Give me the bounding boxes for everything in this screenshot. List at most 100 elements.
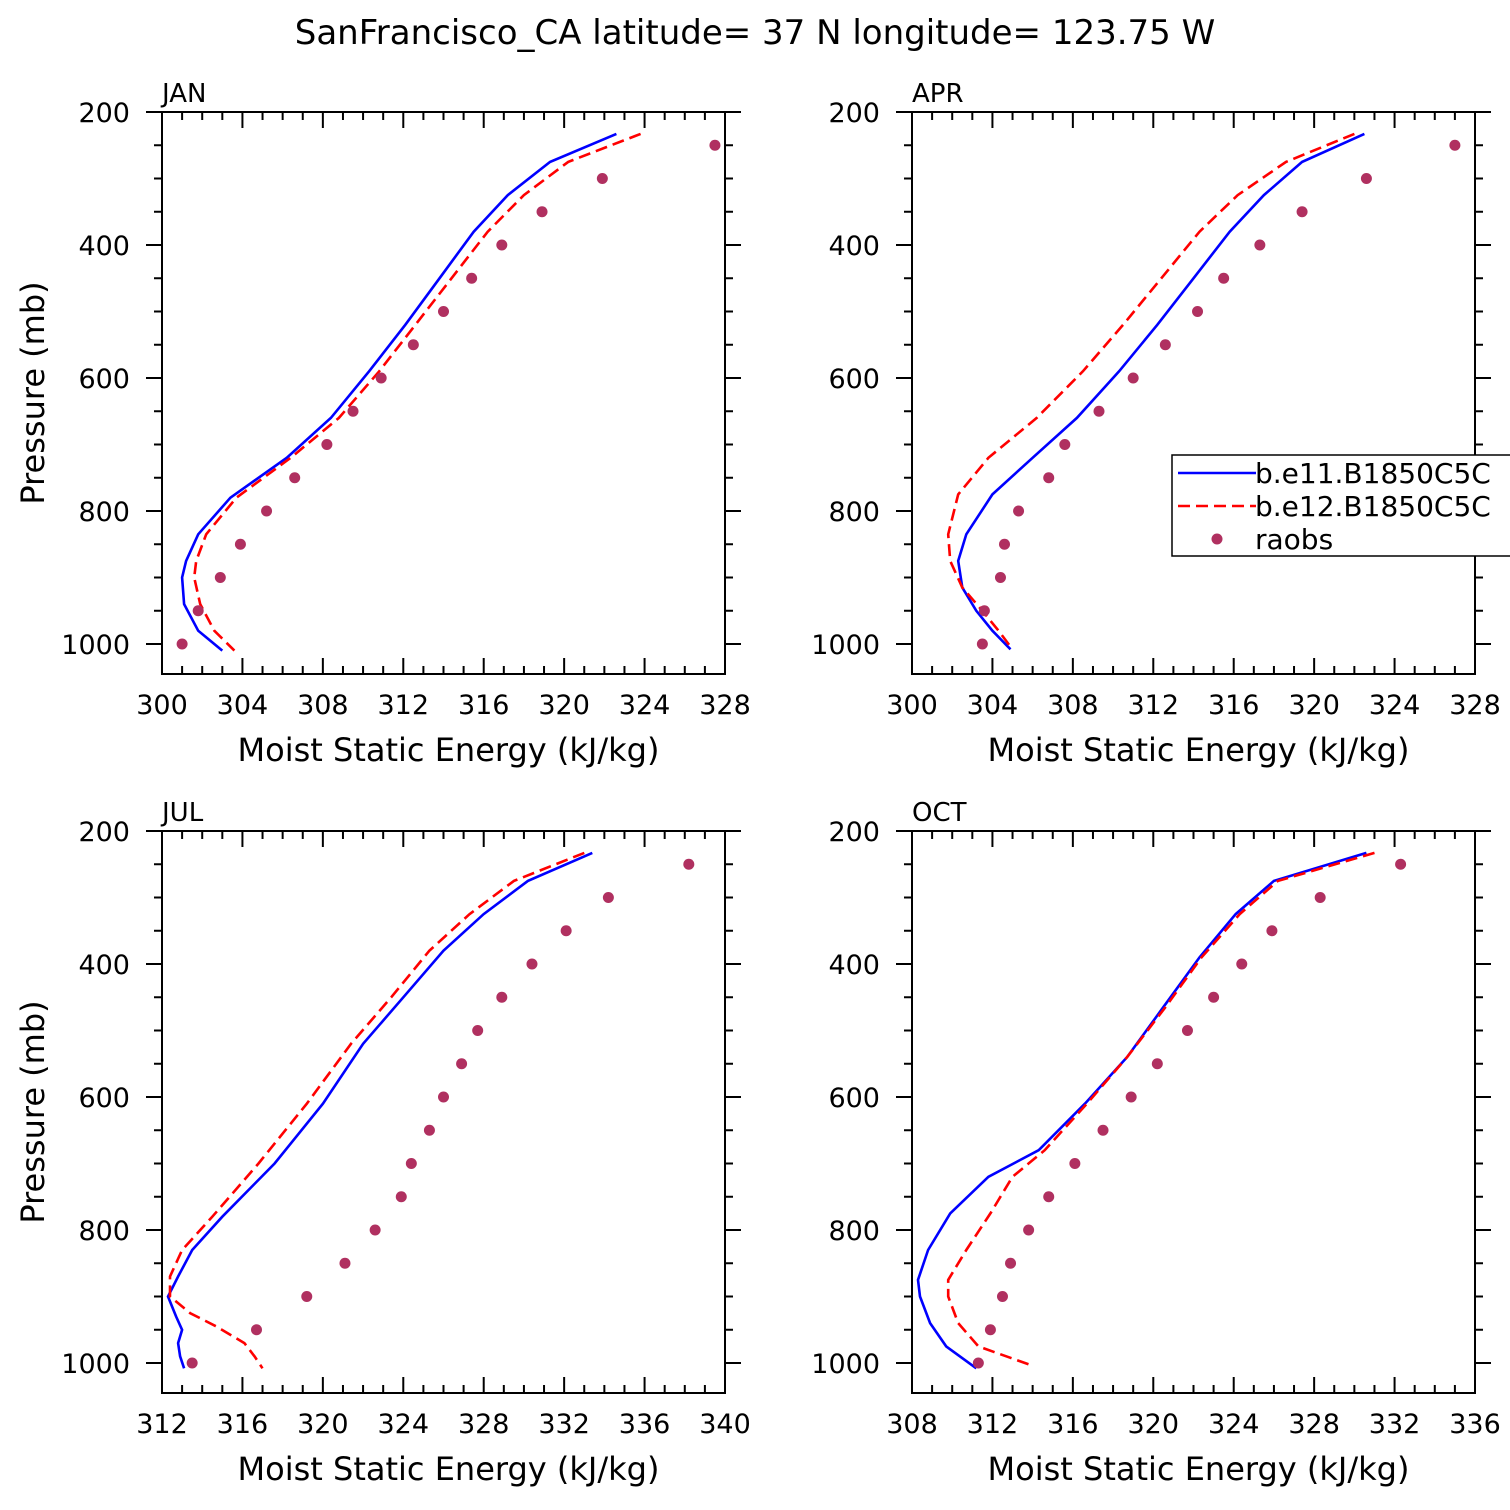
x-tick-label: 316 <box>458 690 510 721</box>
raobs-point <box>395 1191 407 1203</box>
series-line-b-e12 <box>946 132 1355 651</box>
legend-label: b.e12.B1850C5C <box>1255 490 1491 523</box>
raobs-point <box>560 925 572 937</box>
raobs-point <box>1314 892 1326 903</box>
series-line-b-e11 <box>166 851 593 1369</box>
x-tick-label: 308 <box>1047 690 1099 721</box>
x-tick-label: 332 <box>538 1409 590 1440</box>
raobs-point <box>192 605 204 617</box>
raobs-point <box>1023 1224 1035 1236</box>
panel-oct: OCT 308 312 316 320 324 328 332 336 200 400 600 800 1… <box>811 798 1500 1488</box>
x-tick-label: 336 <box>619 1409 671 1440</box>
raobs-point <box>496 239 508 251</box>
y-tick-label: 800 <box>78 1216 130 1247</box>
plot-frame <box>911 830 1476 1394</box>
raobs-point <box>1127 372 1139 384</box>
plot-frame <box>161 111 726 675</box>
panel-label: APR <box>912 79 964 109</box>
raobs-point <box>1069 1158 1081 1169</box>
x-tick-label: 324 <box>619 690 671 721</box>
x-tick-label: 320 <box>538 690 590 721</box>
series-line-b-e12 <box>946 851 1375 1367</box>
x-tick-label: 304 <box>967 690 1019 721</box>
y-tick-label: 800 <box>78 497 130 528</box>
series-line-b-e11 <box>916 851 1367 1370</box>
raobs-point <box>1043 472 1055 484</box>
raobs-point <box>186 1357 198 1369</box>
x-tick-label: 320 <box>1128 1409 1180 1440</box>
raobs-point <box>1360 173 1372 184</box>
x-tick-label: 328 <box>1288 1409 1340 1440</box>
x-tick-label: 324 <box>1208 1409 1260 1440</box>
x-tick-label: 320 <box>297 1409 349 1440</box>
raobs-point <box>466 272 478 284</box>
figure-title: SanFrancisco_CA latitude= 37 N longitude… <box>295 13 1216 53</box>
raobs-point <box>423 1124 435 1136</box>
y-tick-label: 600 <box>78 1083 130 1114</box>
raobs-point <box>1395 858 1407 870</box>
x-tick-label: 308 <box>886 1409 938 1440</box>
raobs-point <box>261 505 273 517</box>
y-tick-label: 200 <box>78 817 130 848</box>
y-tick-label: 200 <box>828 817 880 848</box>
x-tick-label: 312 <box>136 1409 188 1440</box>
raobs-point <box>456 1058 468 1070</box>
x-axis-label: Moist Static Energy (kJ/kg) <box>238 731 660 769</box>
x-tick-label: 328 <box>458 1409 510 1440</box>
raobs-point <box>602 892 614 903</box>
raobs-point <box>1208 991 1220 1003</box>
raobs-point <box>369 1224 381 1236</box>
raobs-point <box>596 173 608 184</box>
x-tick-label: 336 <box>1449 1409 1501 1440</box>
y-tick-label: 800 <box>828 497 880 528</box>
legend-label: raobs <box>1255 523 1333 556</box>
x-tick-label: 324 <box>1369 690 1421 721</box>
y-tick-label: 400 <box>828 231 880 262</box>
y-tick-label: 200 <box>78 98 130 129</box>
x-tick-label: 300 <box>886 690 938 721</box>
series-line-b-e12 <box>192 132 642 652</box>
raobs-point <box>339 1257 351 1269</box>
series-line-b-e11 <box>956 132 1365 651</box>
raobs-point <box>1449 139 1461 151</box>
y-tick-label: 200 <box>828 98 880 129</box>
series-line-b-e11 <box>180 132 617 652</box>
raobs-point <box>1181 1025 1193 1036</box>
panel-jul: JUL 312 316 320 324 328 332 336 340 200 400 600 800 1… <box>14 798 751 1488</box>
panel-apr: APR 300 304 308 312 316 320 324 328 200 400 600 800 1… <box>811 79 1510 769</box>
raobs-point <box>251 1324 263 1336</box>
legend-swatch <box>1211 533 1223 545</box>
x-tick-label: 320 <box>1288 690 1340 721</box>
panel-label: JUL <box>160 798 204 828</box>
y-axis-label: Pressure (mb) <box>14 1000 52 1223</box>
raobs-point <box>1296 206 1308 218</box>
raobs-point <box>438 306 449 317</box>
y-tick-label: 1000 <box>811 1349 880 1380</box>
x-tick-label: 328 <box>1449 690 1501 721</box>
y-axis-label: Pressure (mb) <box>14 281 52 504</box>
raobs-point <box>301 1291 313 1302</box>
x-tick-label: 312 <box>378 690 430 721</box>
x-tick-label: 300 <box>136 690 188 721</box>
raobs-point <box>526 958 538 970</box>
x-tick-label: 316 <box>217 1409 269 1440</box>
raobs-point <box>978 605 990 617</box>
plot-frame <box>161 830 726 1394</box>
raobs-point <box>1043 1191 1055 1203</box>
raobs-point <box>1254 239 1266 251</box>
y-tick-label: 600 <box>828 1083 880 1114</box>
x-tick-label: 316 <box>1208 690 1260 721</box>
raobs-point <box>289 472 301 484</box>
x-tick-label: 332 <box>1369 1409 1421 1440</box>
y-tick-label: 800 <box>828 1216 880 1247</box>
raobs-point <box>375 372 387 384</box>
x-tick-label: 328 <box>699 690 751 721</box>
raobs-point <box>994 572 1006 583</box>
panel-label: OCT <box>912 798 967 828</box>
y-tick-label: 1000 <box>811 630 880 661</box>
plot-frame <box>911 111 1476 675</box>
y-tick-label: 1000 <box>61 630 130 661</box>
raobs-point <box>1151 1058 1163 1070</box>
